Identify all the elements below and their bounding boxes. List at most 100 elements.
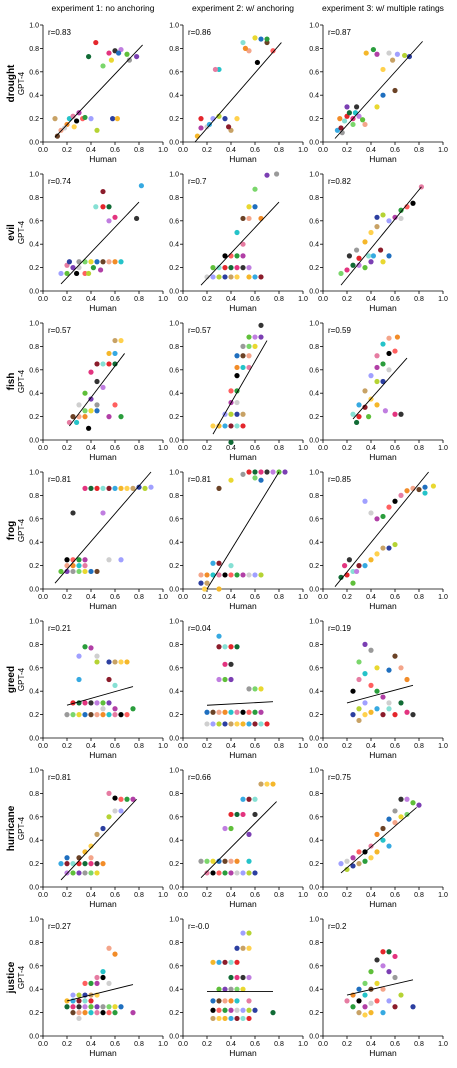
data-point: [240, 709, 246, 715]
data-point: [216, 274, 222, 280]
data-point: [392, 820, 398, 826]
data-point: [374, 51, 380, 57]
y-tick-label: 0.8: [309, 791, 319, 798]
data-point: [210, 709, 216, 715]
data-point: [64, 270, 70, 277]
data-point: [422, 490, 428, 496]
data-point: [86, 425, 92, 431]
data-point: [88, 700, 94, 706]
x-tick-label: 1.0: [158, 892, 168, 899]
data-point: [246, 343, 252, 349]
data-point: [76, 998, 82, 1004]
data-point: [216, 644, 222, 650]
data-point: [240, 411, 246, 417]
data-point: [380, 694, 386, 700]
y-tick-label: 0.2: [309, 116, 319, 123]
data-point: [228, 986, 234, 992]
data-point: [118, 808, 124, 814]
data-point: [76, 402, 82, 408]
panel-fish-exp2: 0.00.0 0.2 0.2 0.4 0.4 0.6 0.6 0.8 0.8 1.0 1.0 Huma…: [169, 321, 308, 463]
data-point: [410, 712, 416, 718]
data-point: [222, 709, 228, 715]
data-point: [254, 59, 260, 66]
data-point: [394, 51, 400, 57]
data-point: [356, 717, 362, 724]
data-point: [252, 811, 258, 818]
y-tick-label: 0.0: [309, 438, 319, 445]
x-tick-label: 0.4: [86, 892, 96, 899]
data-point: [94, 653, 100, 659]
data-point: [74, 118, 80, 124]
data-point: [228, 439, 234, 445]
data-point: [106, 485, 112, 491]
data-point: [58, 861, 64, 867]
panel-evil-exp1: evil GPT-4 0.00.0 0.2 0.2 0.4 0.4 0.6 0.6 0.8 0.8 1…: [6, 172, 168, 314]
y-tick-label: 0.8: [309, 642, 319, 649]
data-point: [378, 247, 384, 253]
x-tick-label: 0.0: [38, 892, 48, 899]
data-point: [246, 686, 252, 692]
y-tick-label: 0.0: [169, 736, 179, 743]
data-point: [374, 980, 380, 986]
data-point: [394, 334, 400, 340]
data-point: [240, 343, 246, 349]
data-point: [216, 485, 222, 491]
y-axis-label: GPT-4: [17, 518, 26, 542]
y-tick-label: 0.4: [29, 987, 39, 994]
correlation-label: r=-0.0: [188, 922, 210, 931]
data-point: [112, 361, 118, 367]
data-point: [374, 706, 380, 712]
data-point: [198, 116, 204, 122]
x-tick-label: 0.8: [274, 1041, 284, 1048]
data-point: [386, 969, 392, 975]
y-tick-label: 0.4: [309, 391, 319, 398]
panel-fish-exp3: 0.00.0 0.2 0.2 0.4 0.4 0.6 0.6 0.8 0.8 1.0 1.0 Huma…: [309, 321, 448, 463]
data-point: [228, 870, 234, 876]
x-tick-label: 0.6: [250, 743, 260, 750]
data-point: [360, 117, 366, 123]
data-point: [76, 992, 82, 998]
y-tick-label: 0.6: [169, 814, 179, 821]
data-point: [76, 861, 82, 867]
data-point: [124, 796, 130, 802]
panel-greed-exp3: 0.00.0 0.2 0.2 0.4 0.4 0.6 0.6 0.8 0.8 1.0 1.0 Huma…: [309, 619, 448, 761]
data-point: [112, 951, 118, 957]
data-point: [240, 986, 246, 992]
data-point: [204, 580, 210, 586]
data-point: [130, 485, 136, 491]
y-tick-label: 0.6: [169, 367, 179, 374]
data-point: [134, 53, 140, 60]
data-point: [118, 659, 124, 665]
regression-line: [200, 801, 277, 878]
data-point: [82, 998, 88, 1004]
y-tick-label: 0.6: [309, 665, 319, 672]
x-tick-label: 0.4: [366, 147, 376, 154]
x-tick-label: 1.0: [438, 892, 448, 899]
data-point: [76, 712, 82, 718]
data-point: [398, 215, 404, 222]
data-point: [386, 706, 392, 712]
data-point: [246, 709, 252, 715]
data-point: [368, 843, 374, 849]
y-tick-label: 1.0: [29, 172, 39, 179]
data-point: [100, 188, 106, 195]
x-axis-label: Human: [369, 303, 397, 313]
data-point: [88, 408, 94, 414]
y-tick-label: 0.2: [29, 116, 39, 123]
regression-line: [206, 471, 280, 590]
data-point: [148, 484, 154, 490]
y-tick-label: 1.0: [29, 470, 39, 477]
x-tick-label: 0.0: [178, 296, 188, 303]
x-tick-label: 0.2: [342, 892, 352, 899]
data-point: [82, 114, 88, 121]
data-point: [402, 52, 408, 59]
x-tick-label: 0.8: [414, 147, 424, 154]
x-tick-label: 0.0: [318, 892, 328, 899]
panel-hurricane-exp3: 0.00.0 0.2 0.2 0.4 0.4 0.6 0.6 0.8 0.8 1.0 1.0 Huma…: [309, 768, 448, 910]
data-point: [216, 633, 222, 639]
regression-line: [60, 798, 137, 881]
data-point: [386, 998, 392, 1004]
data-point: [82, 563, 88, 569]
data-point: [222, 1015, 228, 1022]
x-axis-label: Human: [229, 303, 257, 313]
